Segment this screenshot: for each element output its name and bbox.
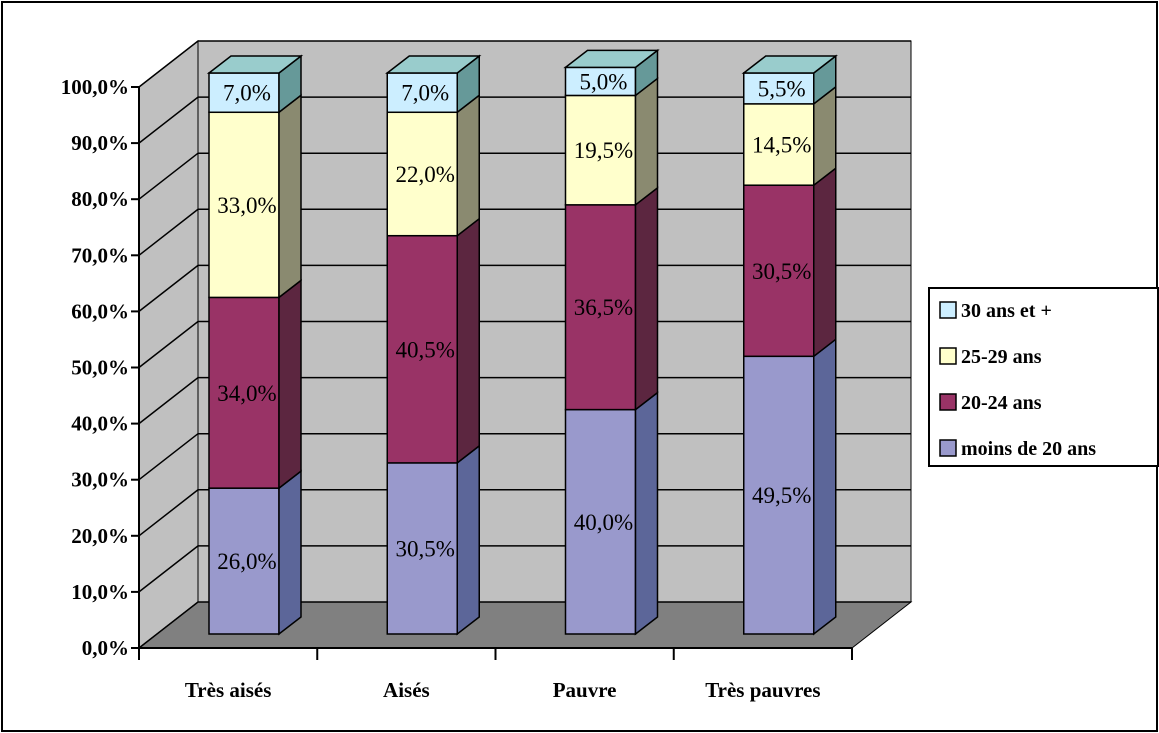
gridline bbox=[138, 545, 911, 593]
bar-segment-side bbox=[634, 391, 659, 636]
data-label: 30,5% bbox=[752, 259, 811, 284]
legend-swatch bbox=[939, 393, 957, 411]
gridline bbox=[138, 489, 911, 537]
x-tick-label: Très aisés bbox=[185, 678, 272, 702]
data-label: 33,0% bbox=[217, 193, 276, 218]
y-tick-label: 60,0% bbox=[71, 299, 129, 323]
y-tick-label: 30,0% bbox=[71, 468, 129, 492]
y-tick-label: 100,0% bbox=[61, 75, 129, 99]
gridline bbox=[138, 432, 911, 481]
bar-segment bbox=[386, 234, 458, 464]
bar-top bbox=[385, 55, 482, 74]
bar-segment-side bbox=[456, 93, 480, 238]
bar-segment-side bbox=[813, 337, 837, 636]
gridline bbox=[138, 40, 911, 88]
bar-top bbox=[741, 55, 838, 74]
bar-segment bbox=[743, 184, 815, 358]
bar-top bbox=[563, 49, 660, 69]
y-tick-label: 80,0% bbox=[71, 187, 129, 211]
data-label: 40,0% bbox=[574, 510, 633, 535]
data-label: 14,5% bbox=[752, 133, 811, 158]
data-label: 22,0% bbox=[396, 162, 455, 187]
data-label: 19,5% bbox=[574, 138, 633, 163]
y-tick-label: 50,0% bbox=[71, 356, 129, 380]
y-tick-label: 70,0% bbox=[71, 243, 129, 267]
data-label: 5,5% bbox=[758, 76, 806, 101]
bar-segment-side bbox=[278, 278, 302, 490]
data-label: 7,0% bbox=[223, 81, 271, 106]
bar-segment bbox=[386, 462, 458, 635]
bar-segment bbox=[208, 111, 280, 299]
y-tick-label: 90,0% bbox=[71, 131, 129, 155]
gridline bbox=[138, 96, 911, 144]
data-label: 34,0% bbox=[217, 381, 276, 406]
y-tick-label: 40,0% bbox=[71, 412, 129, 436]
bar-top bbox=[206, 55, 304, 74]
data-label: 30,5% bbox=[396, 536, 455, 561]
gridline bbox=[138, 208, 911, 256]
bar-segment-side bbox=[813, 166, 837, 358]
legend-box bbox=[928, 287, 1159, 467]
data-label: 26,0% bbox=[217, 549, 276, 574]
legend-entry: 30 ans et + bbox=[961, 300, 1052, 322]
bar-segment bbox=[564, 66, 637, 97]
legend-swatch bbox=[939, 301, 957, 319]
y-tick-label: 0,0% bbox=[82, 636, 129, 660]
data-label: 49,5% bbox=[752, 483, 811, 508]
bar-segment-side bbox=[634, 76, 659, 207]
bar-segment bbox=[386, 111, 458, 237]
bar-segment bbox=[743, 355, 815, 635]
y-tick-label: 20,0% bbox=[71, 524, 129, 548]
legend-swatch bbox=[939, 347, 957, 365]
data-label: 36,5% bbox=[574, 295, 633, 320]
legend-entry: 20-24 ans bbox=[961, 392, 1042, 414]
gridline bbox=[138, 264, 911, 312]
bar-segment bbox=[208, 72, 280, 114]
gridline bbox=[138, 376, 911, 425]
bar-segment-side bbox=[634, 186, 659, 412]
bar-segment bbox=[564, 204, 637, 411]
bar-segment-side bbox=[456, 217, 480, 465]
legend-entry: moins de 20 ans bbox=[961, 438, 1096, 460]
data-label: 5,0% bbox=[580, 69, 628, 94]
x-tick-label: Aisés bbox=[383, 678, 430, 702]
bar-segment bbox=[386, 72, 458, 114]
y-tick-label: 10,0% bbox=[71, 580, 129, 604]
bar-segment-side bbox=[278, 93, 302, 299]
bar-segment-side bbox=[456, 444, 480, 636]
x-tick-label: Très pauvres bbox=[705, 678, 820, 702]
gridline bbox=[138, 601, 911, 649]
x-tick-label: Pauvre bbox=[553, 678, 617, 702]
data-label: 7,0% bbox=[401, 81, 449, 106]
bar-segment bbox=[208, 296, 280, 489]
bar-segment-side bbox=[278, 469, 302, 636]
gridline bbox=[138, 152, 911, 200]
data-label: 40,5% bbox=[396, 337, 455, 362]
gridline bbox=[138, 320, 911, 369]
legend-swatch bbox=[939, 439, 957, 457]
legend-entry: 25-29 ans bbox=[961, 346, 1042, 368]
